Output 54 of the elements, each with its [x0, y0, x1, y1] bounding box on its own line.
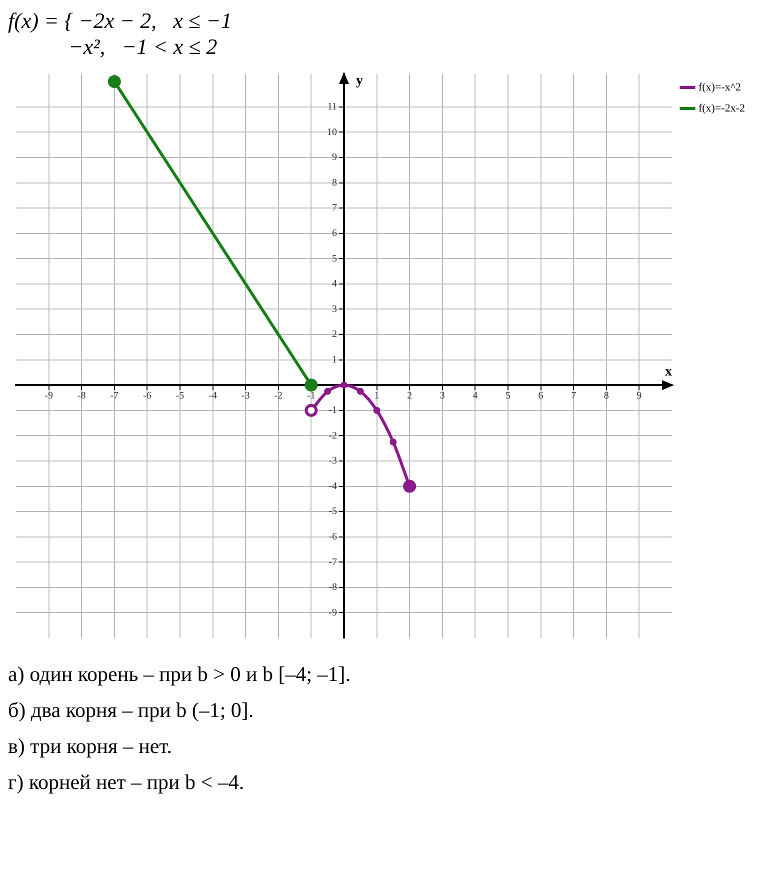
x-tick-label: -6 — [143, 390, 152, 402]
x-tick-label: -9 — [44, 390, 53, 402]
x-axis-title: x — [664, 364, 672, 380]
y-tick-label: 1 — [332, 354, 337, 366]
y-tick-label: 7 — [332, 202, 337, 214]
x-tick-label: -1 — [307, 390, 316, 402]
text: а) один корень – при b > 0 и b [–4; –1]. — [8, 661, 352, 688]
y-tick-label: -6 — [328, 531, 337, 542]
y-tick-label: -5 — [328, 506, 337, 518]
text: г) корней нет – при b < –4. — [8, 769, 246, 796]
y-tick-label: -8 — [328, 582, 337, 594]
y-tick-label: 10 — [326, 126, 337, 138]
y-tick-label: -9 — [328, 607, 337, 618]
point — [373, 406, 380, 414]
x-tick-label: -5 — [176, 390, 184, 402]
x-tick-label: 1 — [374, 390, 380, 402]
point — [108, 75, 121, 88]
y-tick-label: 2 — [332, 329, 337, 340]
y-tick-label: -1 — [328, 405, 337, 416]
x-tick-label: 6 — [538, 390, 544, 402]
point — [304, 378, 318, 392]
y-tick-label: -4 — [328, 480, 337, 492]
x-tick-label: -7 — [110, 390, 119, 402]
y-tick-label: 6 — [332, 228, 337, 239]
y-tick-label: -3 — [328, 456, 337, 467]
y-tick-label: 3 — [332, 304, 337, 315]
point — [324, 388, 332, 395]
text: б) два корня – при b (–1; 0]. — [8, 697, 255, 724]
x-tick-label: -8 — [77, 390, 86, 402]
x-tick-label: -3 — [241, 390, 250, 402]
point — [390, 438, 397, 446]
point — [340, 382, 348, 389]
y-tick-label: 9 — [332, 152, 337, 164]
x-tick-label: 5 — [505, 390, 510, 402]
x-tick-label: 2 — [407, 390, 412, 402]
text: в) три корня – нет. — [8, 733, 174, 760]
legend-label: f(x)=-2x-2 — [698, 102, 746, 114]
legend-label: f(x)=-x^2 — [698, 81, 742, 94]
chart-title: f(x) = { −2x − 2, x ≤ −1 −x², −1 < x ≤ 2 — [8, 8, 233, 60]
x-tick-label: 8 — [604, 390, 609, 402]
y-tick-label: 5 — [332, 253, 337, 264]
y-tick-label: -2 — [328, 430, 337, 442]
x-tick-label: 7 — [571, 390, 576, 402]
x-tick-label: 9 — [636, 390, 642, 402]
y-tick-label: 8 — [332, 177, 337, 188]
x-tick-label: -4 — [208, 390, 217, 402]
x-tick-label: 4 — [472, 390, 478, 402]
y-axis-title: y — [356, 74, 363, 89]
x-tick-label: -2 — [274, 390, 283, 402]
y-tick-label: -7 — [328, 556, 337, 568]
y-tick-label: 4 — [332, 278, 337, 290]
y-tick-label: 11 — [327, 102, 337, 113]
point — [356, 388, 364, 395]
x-tick-label: 3 — [440, 390, 445, 402]
